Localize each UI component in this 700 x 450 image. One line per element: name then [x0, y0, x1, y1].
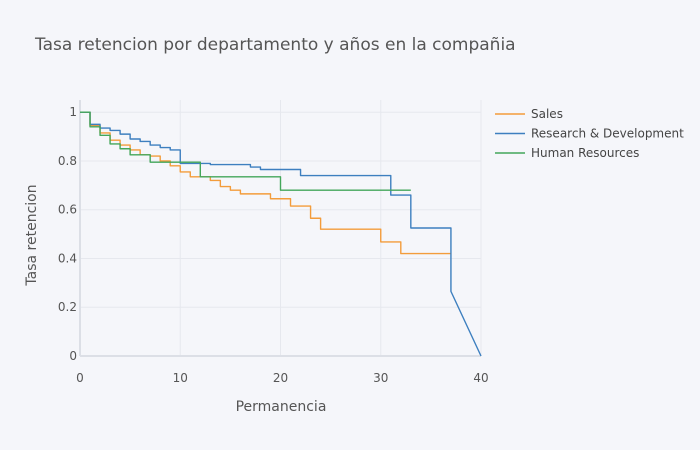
legend-label: Sales — [531, 107, 563, 121]
x-tick-label: 0 — [76, 371, 84, 385]
y-tick-label: 0 — [69, 349, 77, 363]
y-tick-label: 0.4 — [58, 251, 77, 265]
grid-layer — [79, 100, 482, 357]
series-line-1 — [80, 111, 482, 357]
legend-label: Human Resources — [531, 146, 639, 160]
series-layer — [80, 111, 482, 357]
y-tick-label: 0.2 — [58, 300, 77, 314]
x-tick-label: 10 — [173, 371, 188, 385]
y-tick-label: 1 — [69, 105, 77, 119]
tick-layer: 0 10 20 30 40 0 0.2 0.4 0.6 0.8 1 — [58, 105, 489, 385]
x-tick-label: 30 — [373, 371, 388, 385]
x-tick-label: 40 — [473, 371, 488, 385]
series-line-2 — [80, 111, 411, 191]
y-tick-label: 0.8 — [58, 154, 77, 168]
x-axis-title: Permanencia — [236, 399, 327, 415]
y-axis-title: Tasa retencion — [24, 184, 40, 286]
y-tick-label: 0.6 — [58, 203, 77, 217]
legend: Sales Research & Development Human Resourc… — [495, 107, 684, 160]
x-tick-label: 20 — [273, 371, 288, 385]
chart-title: Tasa retencion por departamento y años e… — [34, 35, 516, 55]
legend-label: Research & Development — [531, 127, 684, 141]
